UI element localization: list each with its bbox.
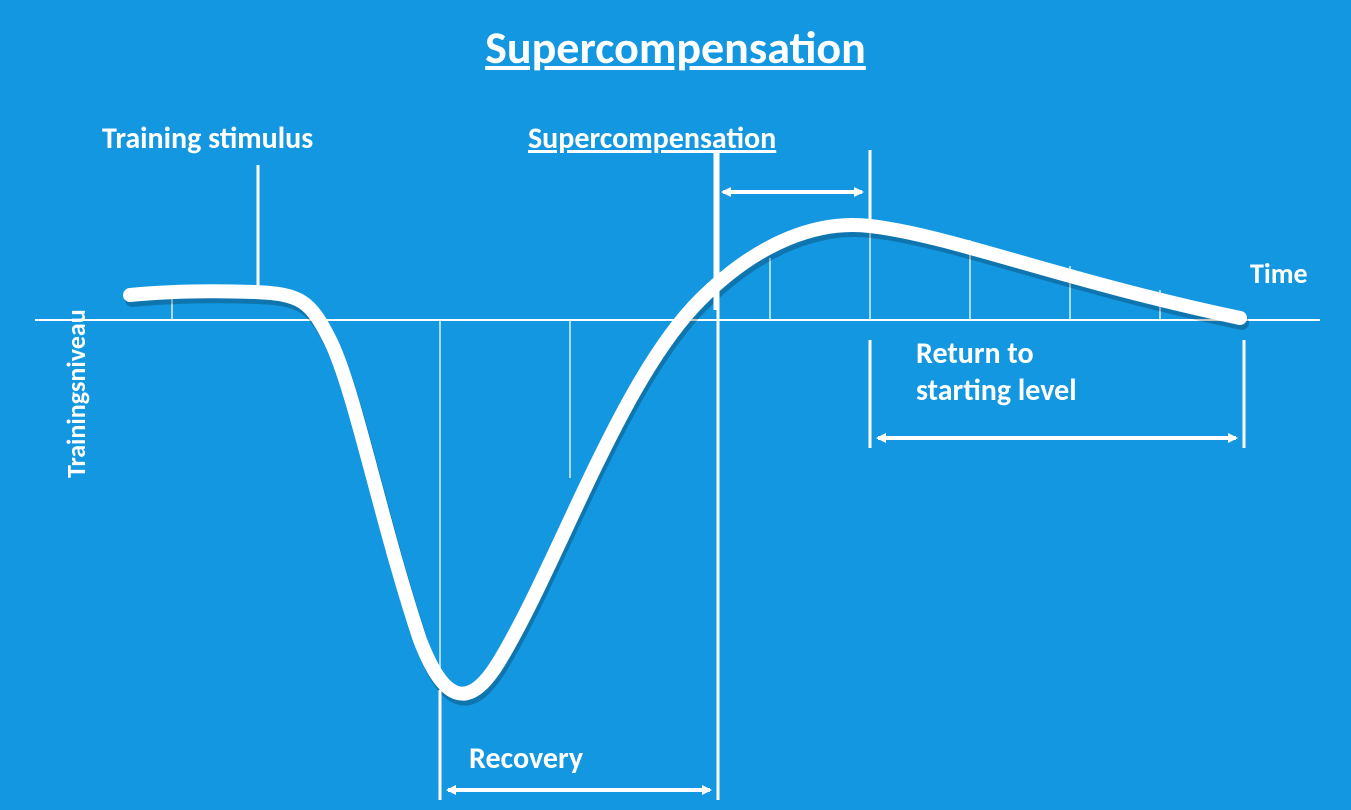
supercompensation-diagram: Supercompensation Trainingsniveau Time T… [0, 0, 1351, 810]
diagram-title: Supercompensation [0, 20, 1351, 76]
y-axis-label: Trainingsniveau [60, 309, 92, 478]
label-training-stimulus: Training stimulus [102, 120, 313, 157]
label-supercompensation: Supercompensation [528, 120, 776, 157]
x-axis-label: Time [1250, 256, 1308, 291]
label-return-to-start: Return to starting level [916, 335, 1077, 409]
label-recovery: Recovery [469, 740, 583, 777]
